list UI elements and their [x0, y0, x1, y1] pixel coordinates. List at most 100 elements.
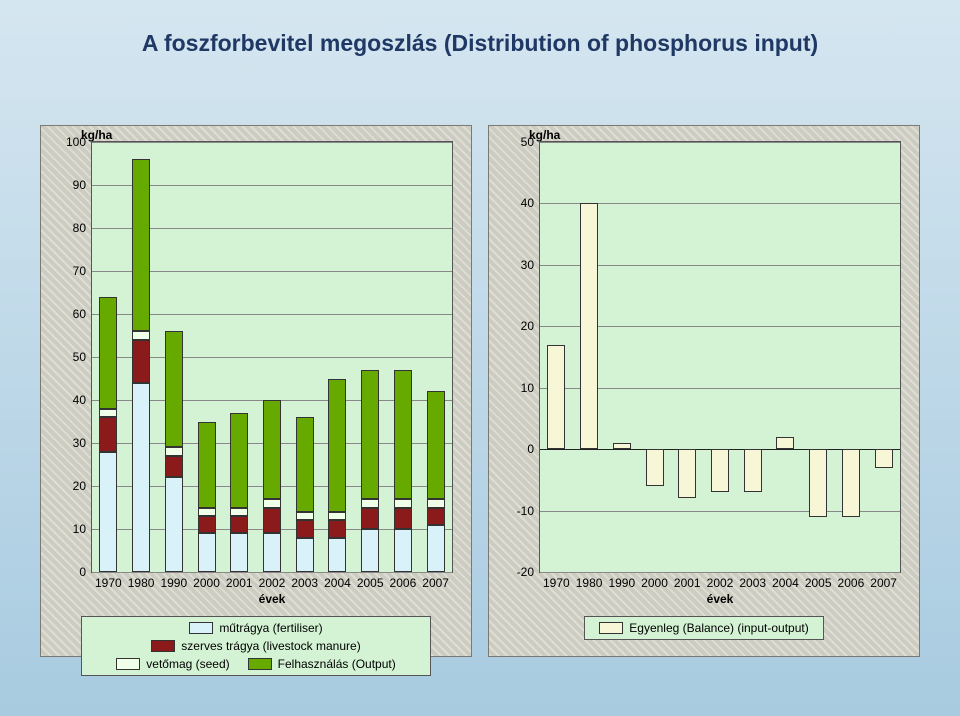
legend-label: vetőmag (seed) — [146, 657, 229, 671]
bar-segment-vetomag — [361, 499, 379, 508]
bar-group — [328, 142, 346, 572]
bar-segment-felhasznalas — [296, 417, 314, 512]
x-tick-label: 1970 — [543, 572, 570, 590]
x-tick-label: 1990 — [608, 572, 635, 590]
y-tick-label: 0 — [79, 565, 92, 579]
y-tick-label: 30 — [73, 436, 92, 450]
x-tick-label: 2003 — [739, 572, 766, 590]
bar-segment-mutragya — [165, 477, 183, 572]
bar-segment-mutragya — [296, 538, 314, 572]
gridline — [540, 142, 900, 143]
bar-segment-felhasznalas — [165, 331, 183, 447]
y-tick-label: 40 — [73, 393, 92, 407]
bar-group — [361, 142, 379, 572]
y-tick-label: 50 — [521, 135, 540, 149]
bar-group — [230, 142, 248, 572]
bar-group — [99, 142, 117, 572]
slide-title: A foszforbevitel megoszlás (Distribution… — [0, 30, 960, 57]
bar-group — [296, 142, 314, 572]
bar-segment-vetomag — [263, 499, 281, 508]
bar-segment-mutragya — [132, 383, 150, 572]
legend-label: szerves trágya (livestock manure) — [181, 639, 360, 653]
bar-group — [165, 142, 183, 572]
bar-segment-vetomag — [165, 447, 183, 456]
bar-segment-felhasznalas — [328, 379, 346, 512]
y-tick-label: 90 — [73, 178, 92, 192]
y-tick-label: 80 — [73, 221, 92, 235]
x-tick-label: 2005 — [357, 572, 384, 590]
legend-item: Felhasználás (Output) — [248, 657, 396, 671]
y-tick-label: 30 — [521, 258, 540, 272]
bar-segment-mutragya — [328, 538, 346, 572]
right-legend: Egyenleg (Balance) (input-output) — [584, 616, 824, 640]
bar-segment-szerves — [427, 508, 445, 525]
y-tick-label: 40 — [521, 196, 540, 210]
bar-segment-felhasznalas — [394, 370, 412, 499]
bar-segment-szerves — [99, 417, 117, 451]
y-tick-label: 60 — [73, 307, 92, 321]
x-tick-label: 2002 — [259, 572, 286, 590]
y-tick-label: 10 — [521, 381, 540, 395]
bar-segment-mutragya — [394, 529, 412, 572]
legend-label: Felhasználás (Output) — [278, 657, 396, 671]
bar-segment-vetomag — [328, 512, 346, 521]
bar-segment-vetomag — [198, 508, 216, 517]
legend-swatch — [248, 658, 272, 670]
bar-segment-vetomag — [230, 508, 248, 517]
bar-segment-szerves — [230, 516, 248, 533]
bar-segment-szerves — [394, 508, 412, 530]
x-tick-label: 2000 — [641, 572, 668, 590]
legend-swatch — [189, 622, 213, 634]
legend-swatch — [116, 658, 140, 670]
bar-group — [427, 142, 445, 572]
bar-segment-mutragya — [427, 525, 445, 572]
bar-segment-szerves — [198, 516, 216, 533]
left-chart: kg/ha évek 01020304050607080901001970198… — [40, 125, 472, 657]
y-tick-label: 0 — [527, 442, 540, 456]
bar-group — [263, 142, 281, 572]
x-tick-label: 2007 — [422, 572, 449, 590]
right-chart: kg/ha évek -20-1001020304050197019801990… — [488, 125, 920, 657]
y-tick-label: -20 — [517, 565, 540, 579]
bar-group — [132, 142, 150, 572]
bar-segment-vetomag — [99, 409, 117, 418]
y-tick-label: 50 — [73, 350, 92, 364]
bar-segment-vetomag — [296, 512, 314, 521]
x-tick-label: 2001 — [226, 572, 253, 590]
legend-swatch — [151, 640, 175, 652]
bar-segment-szerves — [263, 508, 281, 534]
balance-bar — [744, 449, 762, 492]
bar-group — [198, 142, 216, 572]
y-tick-label: 10 — [73, 522, 92, 536]
bar-segment-szerves — [296, 520, 314, 537]
bar-segment-mutragya — [230, 533, 248, 572]
balance-bar — [711, 449, 729, 492]
left-legend: műtrágya (fertiliser) szerves trágya (liv… — [81, 616, 431, 676]
balance-bar — [646, 449, 664, 486]
bar-segment-mutragya — [99, 452, 117, 572]
x-tick-label: 1970 — [95, 572, 122, 590]
y-tick-label: 20 — [73, 479, 92, 493]
legend-label: műtrágya (fertiliser) — [219, 621, 322, 635]
bar-segment-mutragya — [198, 533, 216, 572]
x-tick-label: 2006 — [838, 572, 865, 590]
balance-bar — [580, 203, 598, 449]
right-plot-area: évek -20-1001020304050197019801990200020… — [539, 141, 901, 573]
left-plot-area: évek 01020304050607080901001970198019902… — [91, 141, 453, 573]
x-tick-label: 1980 — [576, 572, 603, 590]
balance-bar — [547, 345, 565, 449]
balance-bar — [678, 449, 696, 498]
bar-segment-felhasznalas — [99, 297, 117, 409]
bar-segment-felhasznalas — [198, 422, 216, 508]
y-tick-label: 70 — [73, 264, 92, 278]
bar-segment-szerves — [361, 508, 379, 530]
x-tick-label: 1990 — [160, 572, 187, 590]
x-tick-label: 2006 — [390, 572, 417, 590]
bar-group — [394, 142, 412, 572]
x-tick-label: 2004 — [324, 572, 351, 590]
x-tick-label: 2003 — [291, 572, 318, 590]
balance-bar — [776, 437, 794, 449]
bar-segment-felhasznalas — [263, 400, 281, 499]
x-tick-label: 2007 — [870, 572, 897, 590]
x-tick-label: 2002 — [707, 572, 734, 590]
